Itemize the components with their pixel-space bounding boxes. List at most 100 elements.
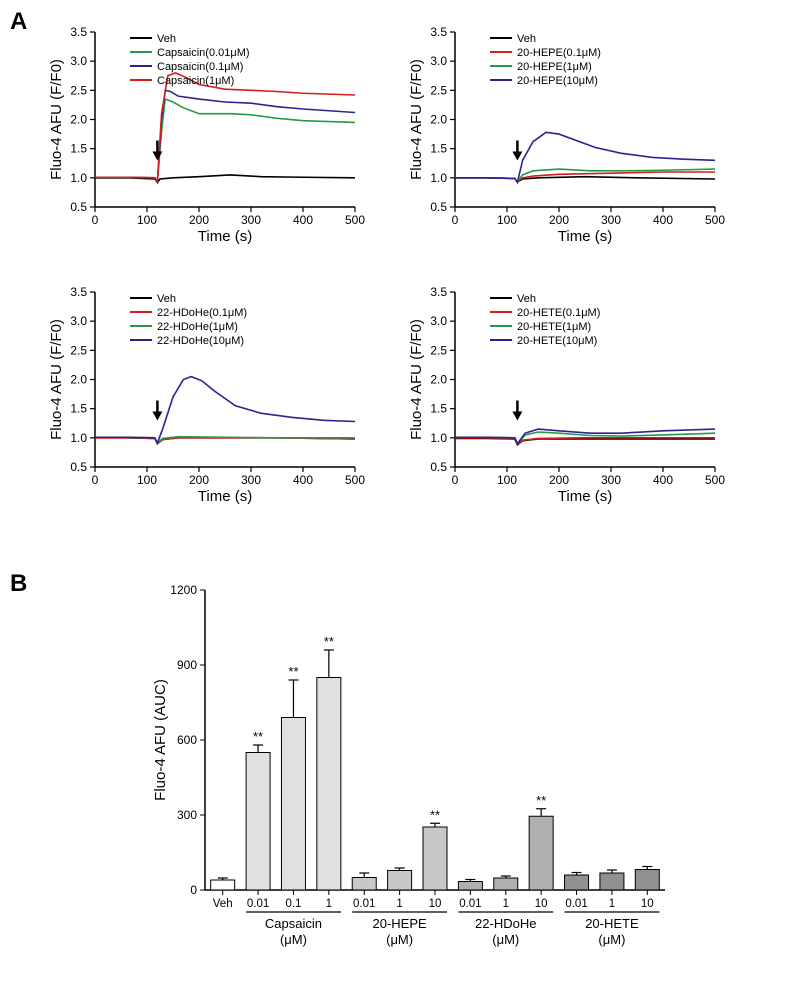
svg-text:300: 300 xyxy=(601,473,621,487)
svg-text:Veh: Veh xyxy=(157,33,176,45)
svg-text:0.01: 0.01 xyxy=(565,898,587,910)
bar-chart: 03006009001200Fluo-4 AFU (AUC)Veh**0.01*… xyxy=(150,580,710,1000)
svg-text:**: ** xyxy=(324,634,334,649)
svg-text:0: 0 xyxy=(92,213,99,227)
line-plots-grid: 0.5 1.0 1.5 2.0 2.5 3.0 3.5 0 100 200 300 400 500 Tim… xyxy=(50,20,790,560)
svg-text:1.0: 1.0 xyxy=(430,171,447,185)
svg-text:(μM): (μM) xyxy=(280,932,307,947)
svg-text:3.0: 3.0 xyxy=(70,314,87,328)
legend: Veh22-HDoHe(0.1μM)22-HDoHe(1μM)22-HDoHe(… xyxy=(130,293,247,347)
svg-text:3.5: 3.5 xyxy=(70,285,87,299)
svg-text:600: 600 xyxy=(177,733,197,747)
svg-text:400: 400 xyxy=(653,213,673,227)
injection-arrow-icon xyxy=(152,401,162,421)
svg-text:Fluo-4 AFU (AUC): Fluo-4 AFU (AUC) xyxy=(152,679,169,801)
svg-text:0: 0 xyxy=(452,213,459,227)
svg-text:Fluo-4 AFU (F/F0): Fluo-4 AFU (F/F0) xyxy=(408,59,425,180)
svg-text:Veh: Veh xyxy=(157,293,176,305)
svg-text:20-HEPE(10μM): 20-HEPE(10μM) xyxy=(517,75,598,87)
svg-text:3.5: 3.5 xyxy=(70,25,87,39)
svg-text:0: 0 xyxy=(190,883,197,897)
svg-text:Fluo-4 AFU (F/F0): Fluo-4 AFU (F/F0) xyxy=(50,319,65,440)
svg-text:3.5: 3.5 xyxy=(430,285,447,299)
line-plot-3: 0.51.01.52.02.53.03.50100200300400500Tim… xyxy=(408,285,725,505)
svg-text:0.5: 0.5 xyxy=(70,200,87,214)
svg-text:Veh: Veh xyxy=(213,898,233,910)
svg-text:Time (s): Time (s) xyxy=(198,488,252,505)
svg-text:300: 300 xyxy=(241,213,261,227)
svg-text:22-HDoHe: 22-HDoHe xyxy=(475,916,536,931)
svg-text:Capsaicin(0.01μM): Capsaicin(0.01μM) xyxy=(157,47,250,59)
bar-11 xyxy=(600,870,624,890)
svg-text:100: 100 xyxy=(137,473,157,487)
svg-text:20-HETE: 20-HETE xyxy=(585,916,639,931)
svg-text:0.5: 0.5 xyxy=(430,200,447,214)
panel-A-label: A xyxy=(10,8,27,36)
svg-text:20-HEPE(0.1μM): 20-HEPE(0.1μM) xyxy=(517,47,601,59)
bar-0 xyxy=(211,878,235,890)
bar-10 xyxy=(565,873,589,891)
bar-12 xyxy=(635,867,659,891)
svg-text:1200: 1200 xyxy=(170,583,197,597)
svg-text:Capsaicin(1μM): Capsaicin(1μM) xyxy=(157,75,234,87)
svg-text:Time (s): Time (s) xyxy=(198,228,252,245)
svg-text:0.5: 0.5 xyxy=(430,460,447,474)
svg-text:400: 400 xyxy=(293,213,313,227)
bar-4 xyxy=(352,873,376,890)
svg-text:22-HDoHe(10μM): 22-HDoHe(10μM) xyxy=(157,335,244,347)
bar-2: ** xyxy=(281,664,305,890)
svg-text:300: 300 xyxy=(241,473,261,487)
svg-text:20-HETE(10μM): 20-HETE(10μM) xyxy=(517,335,597,347)
svg-text:0.01: 0.01 xyxy=(459,898,481,910)
svg-text:1: 1 xyxy=(503,898,509,910)
svg-text:0: 0 xyxy=(92,473,99,487)
bar-5 xyxy=(388,868,412,890)
svg-text:10: 10 xyxy=(429,898,442,910)
svg-text:1.5: 1.5 xyxy=(70,402,87,416)
svg-text:500: 500 xyxy=(345,213,365,227)
figure-root: { "palette": { "black": "#000000", "red"… xyxy=(0,0,800,1008)
svg-text:100: 100 xyxy=(497,473,517,487)
svg-text:200: 200 xyxy=(189,473,209,487)
svg-text:0: 0 xyxy=(452,473,459,487)
line-plot-1: 0.51.01.52.02.53.03.50100200300400500Tim… xyxy=(408,25,725,245)
svg-text:0.1: 0.1 xyxy=(285,898,301,910)
svg-text:2.5: 2.5 xyxy=(430,343,447,357)
svg-text:**: ** xyxy=(288,664,298,679)
svg-text:2.5: 2.5 xyxy=(70,343,87,357)
svg-text:3.5: 3.5 xyxy=(430,25,447,39)
svg-text:2.0: 2.0 xyxy=(430,373,447,387)
svg-text:Capsaicin: Capsaicin xyxy=(265,916,322,931)
svg-text:1.0: 1.0 xyxy=(70,431,87,445)
svg-text:22-HDoHe(0.1μM): 22-HDoHe(0.1μM) xyxy=(157,307,247,319)
svg-text:200: 200 xyxy=(549,473,569,487)
svg-text:500: 500 xyxy=(345,473,365,487)
svg-text:200: 200 xyxy=(189,213,209,227)
svg-text:2.0: 2.0 xyxy=(430,113,447,127)
svg-text:0.01: 0.01 xyxy=(247,898,269,910)
panel-B-label: B xyxy=(10,570,27,598)
svg-text:10: 10 xyxy=(641,898,654,910)
svg-text:3.0: 3.0 xyxy=(430,314,447,328)
svg-text:500: 500 xyxy=(705,213,725,227)
svg-text:10: 10 xyxy=(535,898,548,910)
svg-text:2.5: 2.5 xyxy=(430,83,447,97)
svg-text:Capsaicin(0.1μM): Capsaicin(0.1μM) xyxy=(157,61,243,73)
svg-text:400: 400 xyxy=(293,473,313,487)
bar-1: ** xyxy=(246,729,270,890)
svg-text:200: 200 xyxy=(549,213,569,227)
svg-text:3.0: 3.0 xyxy=(70,54,87,68)
svg-text:Fluo-4 AFU (F/F0): Fluo-4 AFU (F/F0) xyxy=(408,319,425,440)
svg-text:20-HETE(0.1μM): 20-HETE(0.1μM) xyxy=(517,307,600,319)
svg-text:20-HEPE: 20-HEPE xyxy=(373,916,428,931)
svg-text:300: 300 xyxy=(177,808,197,822)
svg-text:1: 1 xyxy=(396,898,402,910)
svg-text:**: ** xyxy=(253,729,263,744)
svg-text:2.5: 2.5 xyxy=(70,83,87,97)
svg-text:100: 100 xyxy=(497,213,517,227)
svg-text:**: ** xyxy=(536,793,546,808)
line-plot-0: 0.51.01.52.02.53.03.50100200300400500Tim… xyxy=(50,25,365,245)
svg-text:500: 500 xyxy=(705,473,725,487)
svg-text:Veh: Veh xyxy=(517,33,536,45)
svg-text:3.0: 3.0 xyxy=(430,54,447,68)
